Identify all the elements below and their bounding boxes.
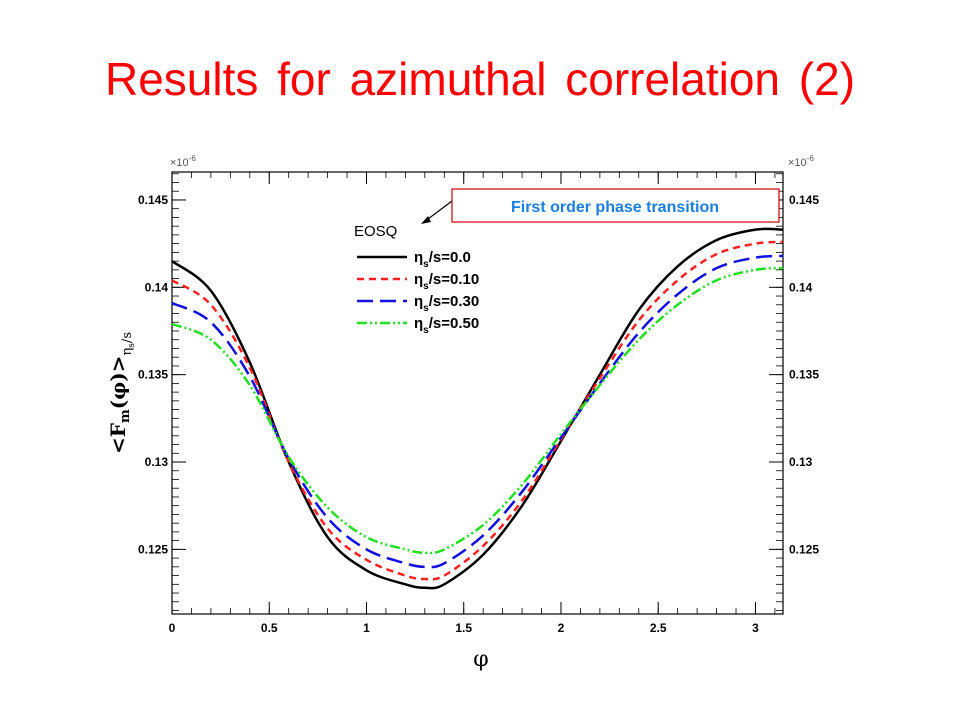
y-multiplier-left: ×10-6 — [170, 154, 196, 169]
x-tick-label: 1 — [363, 621, 370, 635]
x-tick-label: 0 — [169, 621, 176, 635]
series-curves — [171, 227, 784, 590]
annotation-arrowhead — [421, 216, 431, 224]
y-tick-label-left: 0.13 — [145, 455, 169, 469]
tick-labels: 0 0.5 1 1.5 2 2.5 3 0.125 0.125 0.13 0.13 0.135 0.13… — [138, 193, 819, 635]
x-tick-label: 0.5 — [261, 621, 278, 635]
legend: EOSQ ηs/s=0.0 ηs/s=0.10 ηs/s=0.30 ηs/s=0… — [354, 223, 479, 336]
y-tick-label-left: 0.14 — [145, 280, 169, 294]
y-tick-label-left: 0.135 — [138, 368, 168, 382]
y-tick-label-left: 0.145 — [138, 193, 168, 207]
y-tick-label-right: 0.135 — [789, 368, 819, 382]
y-tick-label-right: 0.13 — [789, 455, 813, 469]
series-line-3 — [171, 266, 784, 555]
y-tick-label-left: 0.125 — [138, 542, 168, 556]
slide-title: Results for azimuthal correlation (2) — [104, 53, 856, 105]
y-tick-label-right: 0.14 — [789, 280, 813, 294]
x-tick-label: 1.5 — [455, 621, 472, 635]
y-tick-label-right: 0.145 — [789, 193, 819, 207]
x-tick-label: 3 — [752, 621, 759, 635]
legend-label-2: ηs/s=0.30 — [414, 293, 479, 314]
x-tick-label: 2 — [558, 621, 565, 635]
axis-ticks — [171, 172, 783, 614]
y-multiplier-right: ×10-6 — [788, 154, 814, 169]
y-tick-label-right: 0.125 — [789, 542, 819, 556]
legend-label-1: ηs/s=0.10 — [414, 271, 479, 292]
legend-label-3: ηs/s=0.50 — [414, 315, 479, 336]
y-axis-title: <Fm(φ)>ηs/s — [106, 332, 137, 454]
legend-label-0: ηs/s=0.0 — [414, 249, 471, 270]
series-line-2 — [171, 254, 784, 569]
annotation-box — [451, 188, 780, 223]
plot-frame — [171, 171, 784, 615]
annotation: First order phase transition — [421, 188, 780, 224]
annotation-text: First order phase transition — [511, 199, 719, 216]
legend-title: EOSQ — [354, 223, 397, 240]
x-axis-title: φ — [473, 647, 488, 672]
x-tick-label: 2.5 — [650, 621, 667, 635]
